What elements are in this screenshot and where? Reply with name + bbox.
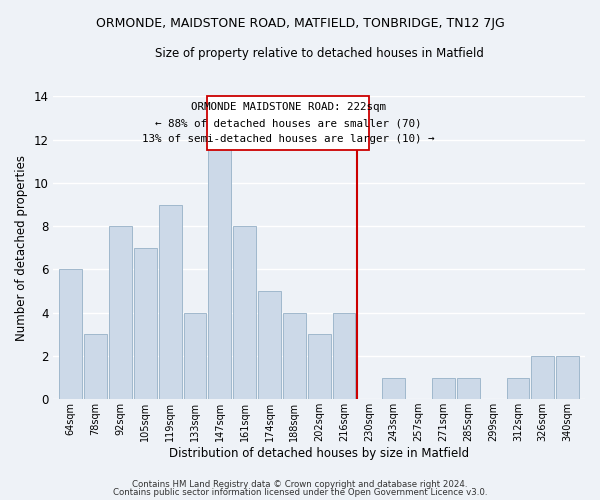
Bar (532, 356, 554, 399)
FancyBboxPatch shape (208, 96, 369, 150)
Bar (134, 248, 157, 399)
Bar (208, 140, 231, 399)
Bar (184, 312, 206, 399)
Bar (109, 226, 132, 399)
Y-axis label: Number of detached properties: Number of detached properties (15, 155, 28, 341)
Bar (457, 378, 479, 399)
X-axis label: Distribution of detached houses by size in Matfield: Distribution of detached houses by size … (169, 447, 469, 460)
Bar (432, 378, 455, 399)
Bar (308, 334, 331, 399)
Bar (258, 291, 281, 399)
Text: ORMONDE, MAIDSTONE ROAD, MATFIELD, TONBRIDGE, TN12 7JG: ORMONDE, MAIDSTONE ROAD, MATFIELD, TONBR… (95, 18, 505, 30)
Text: 13% of semi-detached houses are larger (10) →: 13% of semi-detached houses are larger (… (142, 134, 434, 144)
Text: ← 88% of detached houses are smaller (70): ← 88% of detached houses are smaller (70… (155, 118, 421, 128)
Bar (382, 378, 405, 399)
Bar (233, 226, 256, 399)
Text: ORMONDE MAIDSTONE ROAD: 222sqm: ORMONDE MAIDSTONE ROAD: 222sqm (191, 102, 386, 112)
Text: Contains public sector information licensed under the Open Government Licence v3: Contains public sector information licen… (113, 488, 487, 497)
Bar (283, 312, 306, 399)
Bar (332, 312, 355, 399)
Bar (59, 270, 82, 399)
Bar (506, 378, 529, 399)
Bar (556, 356, 579, 399)
Text: Contains HM Land Registry data © Crown copyright and database right 2024.: Contains HM Land Registry data © Crown c… (132, 480, 468, 489)
Title: Size of property relative to detached houses in Matfield: Size of property relative to detached ho… (155, 48, 484, 60)
Bar (84, 334, 107, 399)
Bar (159, 204, 182, 399)
